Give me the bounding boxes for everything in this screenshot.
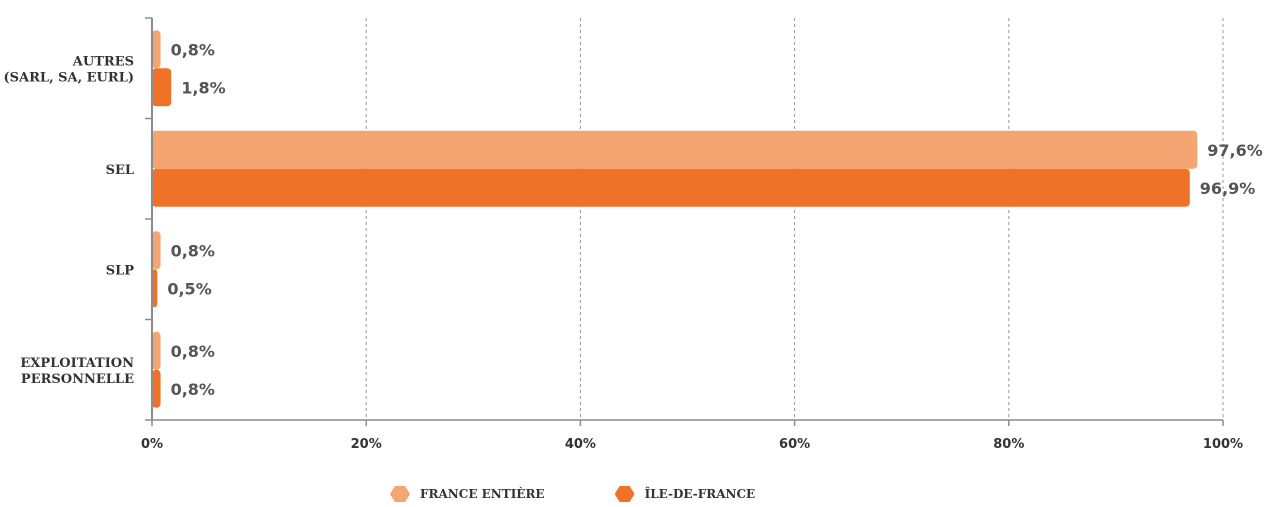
data-label-3-1: 0,8% bbox=[171, 380, 215, 399]
x-tick-label-20: 20% bbox=[351, 437, 382, 452]
x-tick-label-40: 40% bbox=[565, 437, 596, 452]
legend-label-france-entiere: FRANCE ENTIÈRE bbox=[420, 487, 545, 501]
category-label-0-1: (SARL, SA, EURL) bbox=[4, 70, 135, 85]
x-tick-label-0: 0% bbox=[141, 437, 163, 452]
data-label-1-1: 96,9% bbox=[1200, 179, 1256, 198]
legend-item-france-entiere: FRANCE ENTIÈRE bbox=[390, 486, 545, 502]
legend-item-ile-de-france: ÎLE-DE-FRANCE bbox=[614, 486, 756, 502]
legend-label-ile-de-france: ÎLE-DE-FRANCE bbox=[644, 487, 756, 501]
legend-swatch-france-entiere bbox=[390, 486, 410, 502]
bar-1-0 bbox=[152, 130, 1198, 169]
data-label-2-1: 0,5% bbox=[167, 279, 211, 298]
data-label-1-0: 97,6% bbox=[1207, 141, 1263, 160]
bar-0-0 bbox=[152, 30, 161, 69]
bar-0-1 bbox=[152, 68, 172, 107]
x-tick-label-100: 100% bbox=[1203, 437, 1243, 452]
category-label-0-0: AUTRES bbox=[72, 54, 134, 69]
bar-3-0 bbox=[152, 331, 161, 370]
bar-2-0 bbox=[152, 231, 161, 270]
category-label-3-1: PERSONNELLE bbox=[21, 372, 134, 387]
data-label-3-0: 0,8% bbox=[171, 342, 215, 361]
bar-2-1 bbox=[152, 269, 158, 308]
bar-3-1 bbox=[152, 369, 161, 408]
data-label-0-1: 1,8% bbox=[181, 78, 225, 97]
legend: FRANCE ENTIÈRE ÎLE-DE-FRANCE bbox=[390, 486, 755, 502]
bar-1-1 bbox=[152, 168, 1190, 207]
x-tick-label-60: 60% bbox=[779, 437, 810, 452]
category-label-1-0: SEL bbox=[106, 163, 134, 178]
category-label-3-0: EXPLOITATION bbox=[20, 356, 134, 371]
x-tick-label-80: 80% bbox=[993, 437, 1024, 452]
data-label-2-0: 0,8% bbox=[171, 241, 215, 260]
category-label-2-0: SLP bbox=[106, 263, 135, 278]
bar-chart: 0,8% 1,8% AUTRES(SARL, SA, EURL) 97,6% 96,9%… bbox=[4, 17, 1263, 452]
legend-swatch-ile-de-france bbox=[614, 486, 635, 502]
data-label-0-0: 0,8% bbox=[171, 40, 215, 59]
